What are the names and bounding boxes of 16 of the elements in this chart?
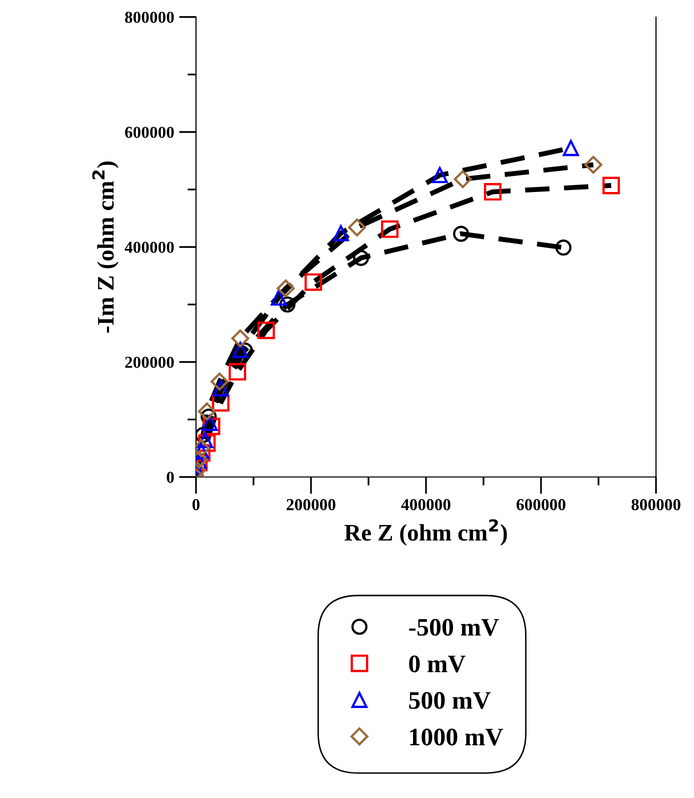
- y-tick-label: 800000: [125, 12, 174, 23]
- x-tick-label: 0: [192, 499, 200, 510]
- y-axis-title: -Im Z (ohm cm$^{2}$): [92, 162, 119, 333]
- x-tick-label: 800000: [632, 499, 680, 510]
- y-tick-label: 200000: [125, 356, 174, 368]
- legend-label: 1000 mV: [410, 728, 504, 746]
- x-tick-label: 600000: [516, 499, 566, 510]
- legend-label: 0 mV: [409, 655, 466, 672]
- y-tick-label: 0: [166, 472, 174, 483]
- x-tick-label: 400000: [401, 499, 450, 510]
- legend-label: -500 mV: [409, 618, 499, 636]
- y-tick-label: 600000: [125, 126, 174, 138]
- y-tick-label: 400000: [124, 242, 174, 253]
- x-axis-title: Re Z (ohm cm$^{2}$): [344, 519, 507, 546]
- legend-label: 500 mV: [409, 692, 491, 710]
- x-tick-label: 200000: [286, 499, 336, 510]
